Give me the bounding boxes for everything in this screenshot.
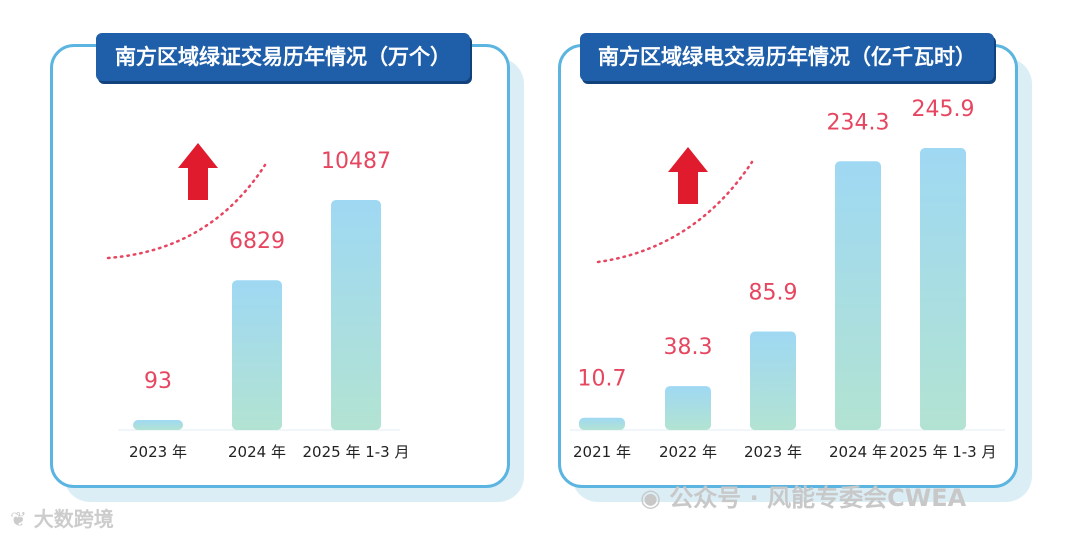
right-bar-value-3: 234.3 [827,110,890,135]
wechat-icon: ◉ [640,484,670,512]
left-bar-value-2: 10487 [321,149,391,174]
watermark-right: ◉ 公众号 · 风能专委会CWEA [640,484,967,512]
left-bar-2 [331,200,381,430]
right-bar-1 [665,386,711,430]
right-chart-title: 南方区域绿电交易历年情况（亿千瓦时） [580,33,994,81]
watermark-left: ❦ 大数跨境 [10,507,114,531]
right-tick-label-4: 2025 年 1-3 月 [890,443,997,461]
left-bar-1 [232,280,282,430]
left-chart-title: 南方区域绿证交易历年情况（万个） [96,33,470,81]
left-up-arrow-icon [178,143,218,200]
left-bar-value-0: 93 [144,369,172,394]
right-up-arrow-icon [668,147,708,204]
right-tick-label-0: 2021 年 [573,443,631,461]
right-bar-value-1: 38.3 [664,335,713,360]
right-bar-value-2: 85.9 [749,280,798,305]
right-bar-3 [835,161,881,430]
right-bar-value-4: 245.9 [912,97,975,122]
right-bar-value-0: 10.7 [578,367,627,392]
right-bar-0 [579,417,625,430]
right-tick-label-1: 2022 年 [659,443,717,461]
watermark-logo-icon: ❦ [10,507,34,531]
left-bar-value-1: 6829 [229,229,285,254]
right-tick-label-3: 2024 年 [829,443,887,461]
left-tick-label-1: 2024 年 [228,443,286,461]
left-bar-0 [133,420,183,430]
right-dotted-curve [596,160,754,264]
right-bar-4 [920,148,966,430]
right-tick-label-2: 2023 年 [744,443,802,461]
left-tick-label-0: 2023 年 [129,443,187,461]
right-bar-2 [750,331,796,430]
left-tick-label-2: 2025 年 1-3 月 [303,443,410,461]
